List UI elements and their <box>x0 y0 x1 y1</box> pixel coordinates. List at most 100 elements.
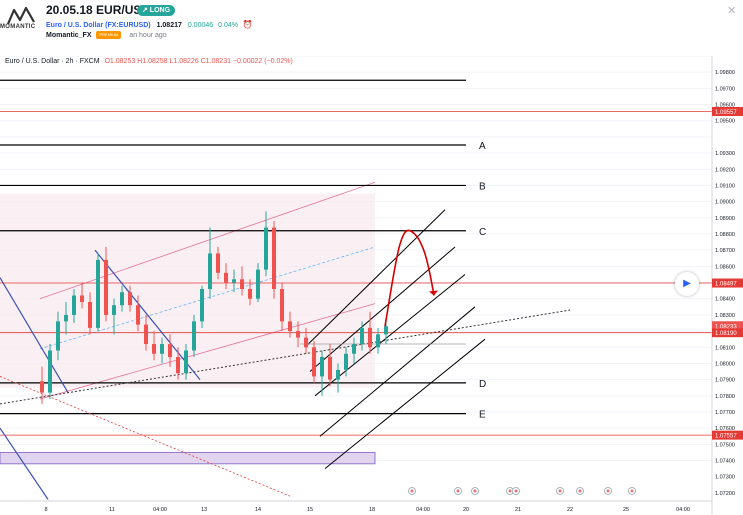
forecast-channel-line <box>309 246 456 372</box>
price-tick: 1.07300 <box>715 475 735 481</box>
candle-body <box>256 269 260 299</box>
candle-body <box>248 289 252 299</box>
candle-body <box>152 344 156 354</box>
price-tag-bg <box>712 430 743 440</box>
symbol-row: Euro / U.S. Dollar (FX:EURUSD) 1.08217 0… <box>46 20 253 29</box>
logo-icon <box>6 6 35 25</box>
candle-body <box>336 369 340 380</box>
candle-body <box>160 344 164 354</box>
candle-body <box>48 350 52 393</box>
channel-mid-line <box>39 246 376 350</box>
symbol-link[interactable]: Euro / U.S. Dollar (FX:EURUSD) <box>46 22 151 29</box>
time-tick: 20 <box>463 507 469 513</box>
time-tick: 14 <box>255 507 261 513</box>
target-box <box>0 451 376 465</box>
time-tick: 22 <box>567 507 573 513</box>
author-row: Momantic_FX PREMIUM an hour ago <box>46 31 167 39</box>
price-tag: 1.09557 <box>715 110 737 116</box>
price-tick: 1.09100 <box>715 183 735 189</box>
time-tick: 04:00 <box>153 507 167 513</box>
candle-body <box>176 356 180 374</box>
candle-body <box>216 253 220 273</box>
price-tick: 1.08800 <box>715 232 735 238</box>
time-tick: 25 <box>623 507 629 513</box>
event-flag-dot <box>558 489 562 493</box>
play-icon[interactable]: ▶ <box>675 272 699 296</box>
symbol-change: 0.00046 <box>187 22 214 29</box>
candle-body <box>120 292 124 306</box>
price-tick: 1.08000 <box>715 361 735 367</box>
candle-body <box>328 356 332 380</box>
candle-body <box>144 324 148 345</box>
candle-body <box>280 289 284 322</box>
time-tick: 04:00 <box>676 507 690 513</box>
price-tick: 1.08100 <box>715 345 735 351</box>
price-tick: 1.07900 <box>715 378 735 384</box>
trend-line <box>0 277 69 393</box>
close-icon[interactable]: ✕ <box>727 5 737 17</box>
price-tick: 1.09000 <box>715 200 735 206</box>
dotted-trend-line <box>0 309 571 405</box>
price-tick: 1.09300 <box>715 151 735 157</box>
legend-symbol: Euro / U.S. Dollar · 2h · FXCM <box>5 58 100 65</box>
event-flag-dot <box>456 489 460 493</box>
forecast-channel-line <box>304 209 446 348</box>
alarm-clock-icon[interactable]: ⏰ <box>242 20 253 29</box>
candle-body <box>376 334 380 348</box>
event-flag-dot <box>410 489 414 493</box>
time-tick: 21 <box>515 507 521 513</box>
candle-body <box>224 272 228 283</box>
price-tick: 1.07400 <box>715 459 735 465</box>
candle-body <box>96 259 100 328</box>
candle-body <box>72 295 76 315</box>
time-tick: 8 <box>44 507 47 513</box>
chart-area[interactable]: A B C D E 1.09800 1.09700 1.09600 1.09500 1.09300… <box>0 56 743 515</box>
time-tick: 11 <box>109 507 115 513</box>
event-flag-dot <box>606 489 610 493</box>
price-tick: 1.07600 <box>715 426 735 432</box>
level-label: B <box>479 181 486 192</box>
idea-title: 20.05.18 EUR/USD <box>46 3 151 17</box>
candle-body <box>184 350 188 374</box>
event-flag-dot <box>630 489 634 493</box>
symbol-price: 1.08217 <box>156 22 182 29</box>
price-tick: 1.09500 <box>715 119 735 125</box>
price-tick: 1.08900 <box>715 216 735 222</box>
long-badge: ↗ LONG <box>137 5 176 16</box>
price-tick: 1.09600 <box>715 103 735 109</box>
price-tag-bg <box>712 278 743 288</box>
candle-body <box>384 326 388 335</box>
price-tick: 1.07500 <box>715 442 735 448</box>
candle-body <box>192 321 196 351</box>
author-link[interactable]: Momantic_FX <box>46 32 92 39</box>
author-badge: PREMIUM <box>96 31 122 39</box>
forecast-arrow <box>384 229 435 327</box>
time-tick: 15 <box>307 507 313 513</box>
candle-body <box>88 301 92 328</box>
candle-body <box>240 279 244 290</box>
price-tag: 1.08233 <box>715 324 737 330</box>
candle-body <box>264 227 268 270</box>
price-tick: 1.09700 <box>715 86 735 92</box>
idea-header: MOMANTIC 20.05.18 EUR/USD ↗ LONG Euro / … <box>0 0 743 52</box>
chart-canvas[interactable]: A B C D E 1.09800 1.09700 1.09600 1.09500 1.09300… <box>0 56 743 515</box>
channel-upper-line <box>39 181 376 300</box>
price-tag-bg <box>712 328 743 338</box>
event-flag-dot <box>473 489 477 493</box>
event-flag-dot <box>578 489 582 493</box>
candle-body <box>344 353 348 370</box>
candle-body <box>368 327 372 348</box>
chart-legend: Euro / U.S. Dollar · 2h · FXCM O1.08253 … <box>5 58 293 65</box>
level-label: E <box>479 410 486 421</box>
price-tag: 1.08497 <box>715 282 737 288</box>
candle-body <box>56 321 60 351</box>
trend-line <box>94 249 201 381</box>
candle-body <box>64 314 68 322</box>
time-tick: 13 <box>201 507 207 513</box>
candle-body <box>80 295 84 302</box>
candle-body <box>200 289 204 322</box>
candle-body <box>272 227 276 290</box>
forecast-arrow-head <box>429 290 438 296</box>
candle-body <box>360 327 364 345</box>
event-flag-dot <box>514 489 518 493</box>
